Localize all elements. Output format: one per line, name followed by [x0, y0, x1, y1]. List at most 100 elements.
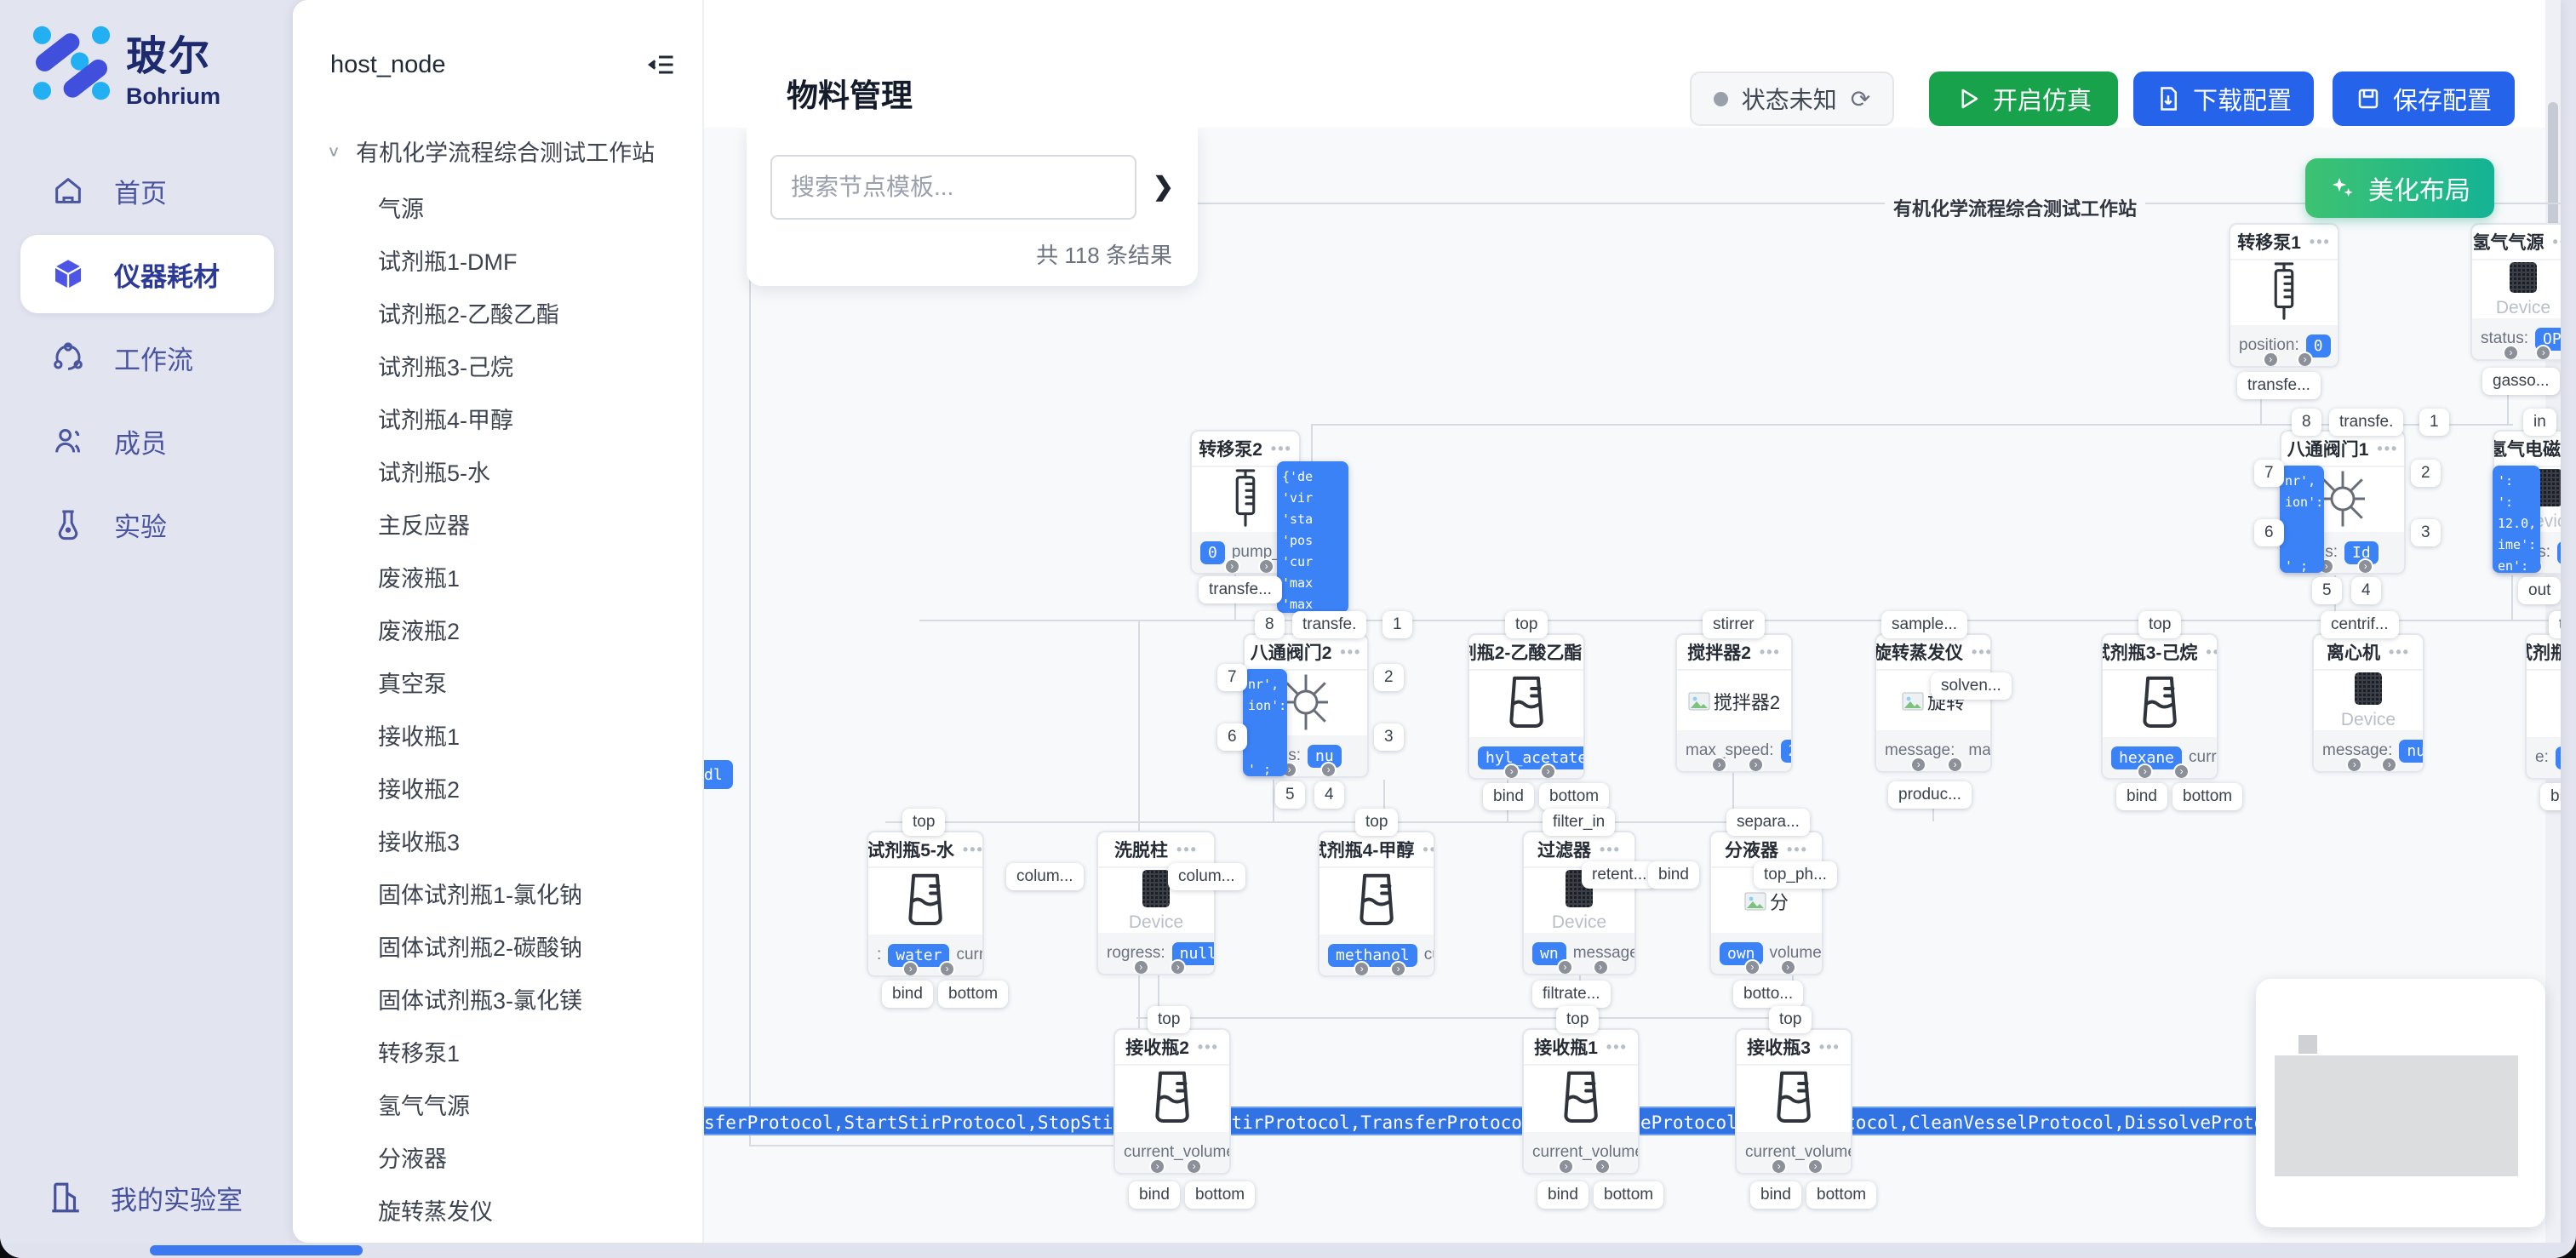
param-value-badge[interactable]: null — [2399, 739, 2423, 763]
canvas-node[interactable]: 接收瓶3 ••• current_volume:0› › — [1735, 1028, 1852, 1175]
tree-item[interactable]: 废液瓶2 — [378, 619, 461, 644]
canvas-node[interactable]: 过滤器 ••• Devicewnmessage:ma› › — [1522, 831, 1636, 975]
port-chip[interactable]: bind — [1537, 1181, 1589, 1209]
port-chip[interactable]: colum... — [1006, 863, 1084, 890]
node-menu-icon[interactable]: ••• — [962, 840, 984, 858]
connector-handle-icon[interactable]: › — [1711, 757, 1728, 771]
port-chip[interactable]: 7 — [2254, 460, 2284, 487]
connector-handle-icon[interactable]: › — [1807, 1158, 1824, 1173]
port-chip[interactable]: top — [902, 809, 946, 836]
node-menu-icon[interactable]: ••• — [1197, 1038, 1219, 1055]
status-badge[interactable]: 状态未知 ⟳ — [1690, 71, 1894, 126]
node-menu-icon[interactable]: ••• — [1270, 439, 1292, 457]
node-menu-icon[interactable]: ••• — [2309, 232, 2331, 250]
connector-handle-icon[interactable]: › — [2381, 757, 2398, 771]
canvas-node[interactable]: 试剂瓶2-乙酸乙酯•••hyl_acetatecurre›› — [1468, 633, 1585, 780]
chevron-down-icon[interactable]: ∨ — [327, 142, 341, 160]
download-config-button[interactable]: 下载配置 — [2133, 71, 2314, 126]
minimap-viewport[interactable] — [2275, 1055, 2518, 1176]
port-chip[interactable]: 3 — [2411, 519, 2441, 546]
param-value-badge[interactable]: nul — [2556, 540, 2561, 564]
node-menu-icon[interactable]: ••• — [1759, 643, 1781, 660]
port-chip[interactable]: solven... — [1931, 672, 2012, 700]
param-value-badge[interactable]: null — [1171, 941, 1214, 965]
horizontal-scrollbar-thumb[interactable] — [150, 1245, 363, 1255]
connector-handle-icon[interactable]: › — [1748, 757, 1765, 771]
canvas-node[interactable]: 试剂瓶5-水•••:watercurrent_v›› — [867, 831, 984, 977]
connector-handle-icon[interactable]: › — [1223, 558, 1240, 573]
tree-item[interactable]: 真空泵 — [378, 672, 447, 697]
port-chip[interactable]: 6 — [2254, 519, 2284, 546]
port-chip[interactable]: 4 — [2351, 577, 2381, 604]
port-chip[interactable]: 4 — [1314, 781, 1344, 809]
param-value-badge[interactable]: hyl_acetate — [1478, 746, 1583, 769]
connector-handle-icon[interactable]: › — [1540, 763, 1557, 778]
tree-item[interactable]: 分液器 — [378, 1146, 447, 1172]
port-chip[interactable]: gasso... — [2482, 368, 2560, 395]
connector-handle-icon[interactable]: › — [1594, 1158, 1611, 1173]
bohrium-logo[interactable]: 玻尔 Bohrium — [31, 22, 220, 110]
port-chip[interactable]: transfe. — [2329, 409, 2404, 436]
tree-root-item[interactable]: ∨ 有机化学流程综合测试工作站 — [327, 134, 655, 168]
node-menu-icon[interactable]: ••• — [2377, 439, 2399, 457]
port-chip[interactable]: bottom — [938, 981, 1009, 1008]
port-chip[interactable]: bottom — [1594, 1181, 1664, 1209]
horizontal-scrollbar[interactable] — [0, 1243, 2576, 1258]
tree-item[interactable]: 主反应器 — [378, 513, 470, 539]
node-menu-icon[interactable]: ••• — [1600, 840, 1621, 858]
port-chip[interactable]: 5 — [2312, 577, 2342, 604]
canvas-node[interactable]: 试剂瓶3-己烷 ••• hexanecurrent_v› › — [2101, 633, 2218, 780]
connector-handle-icon[interactable]: › — [1592, 959, 1609, 974]
tree-item[interactable]: 试剂瓶2-乙酸乙酯 — [378, 302, 560, 328]
connector-handle-icon[interactable]: › — [1910, 757, 1927, 771]
node-menu-icon[interactable]: ••• — [1176, 840, 1198, 858]
flow-canvas[interactable]: 有机化学流程综合测试工作站 转移泵1•••position:0pump››氢气气… — [704, 128, 2561, 1243]
minimap[interactable] — [2256, 979, 2545, 1227]
tree-item[interactable]: 废液瓶1 — [378, 566, 461, 592]
port-chip[interactable]: top — [2138, 611, 2182, 638]
port-chip[interactable]: bottom — [1185, 1181, 1256, 1209]
sidebar-item-3[interactable]: 工作流 — [20, 318, 274, 397]
save-config-button[interactable]: 保存配置 — [2333, 71, 2515, 126]
connector-handle-icon[interactable]: › — [1258, 558, 1275, 573]
port-chip[interactable]: bind — [1750, 1181, 1801, 1209]
connector-handle-icon[interactable]: › — [1186, 1158, 1203, 1173]
port-chip[interactable]: bind — [2116, 783, 2167, 810]
node-menu-icon[interactable]: ••• — [1818, 1038, 1840, 1055]
param-value-badge[interactable]: 0 — [2305, 334, 2331, 357]
node-menu-icon[interactable]: ••• — [2552, 232, 2561, 250]
tree-item[interactable]: 接收瓶2 — [378, 777, 461, 803]
param-value-badge[interactable]: water — [888, 943, 950, 967]
port-chip[interactable]: 1 — [1382, 611, 1412, 638]
connector-handle-icon[interactable]: › — [2262, 352, 2279, 366]
port-chip[interactable]: 5 — [1275, 781, 1305, 809]
tree-item[interactable]: 接收瓶3 — [378, 830, 461, 855]
connector-handle-icon[interactable]: › — [1744, 959, 1760, 974]
connector-handle-icon[interactable]: › — [1132, 959, 1149, 974]
node-menu-icon[interactable]: ••• — [1606, 1038, 1628, 1055]
port-chip[interactable]: bind — [882, 981, 933, 1008]
connector-handle-icon[interactable]: › — [2297, 352, 2314, 366]
port-chip[interactable]: top — [1505, 611, 1548, 638]
tree-item[interactable]: 固体试剂瓶1-氯化钠 — [378, 883, 583, 908]
port-chip[interactable]: 3 — [1374, 723, 1404, 751]
node-menu-icon[interactable]: ••• — [2389, 643, 2410, 660]
beautify-layout-button[interactable]: 美化布局 — [2305, 158, 2494, 218]
port-chip[interactable]: 2 — [1374, 664, 1404, 691]
port-chip[interactable]: bind — [1648, 861, 1699, 889]
port-chip[interactable]: 8 — [1255, 611, 1285, 638]
tree-item[interactable]: 旋转蒸发仪 — [378, 1199, 493, 1225]
search-submit-icon[interactable]: ❯ — [1152, 173, 1174, 201]
connector-handle-icon[interactable]: › — [1557, 959, 1573, 974]
canvas-node[interactable]: 接收瓶1 ••• current_volume:0› › — [1522, 1028, 1640, 1175]
port-chip[interactable]: top — [1769, 1006, 1812, 1033]
port-chip[interactable]: top — [2549, 611, 2561, 638]
tree-item[interactable]: 转移泵1 — [378, 1041, 461, 1066]
tree-item[interactable]: 氢气气源 — [378, 1094, 470, 1119]
connector-handle-icon[interactable]: › — [1771, 1158, 1788, 1173]
